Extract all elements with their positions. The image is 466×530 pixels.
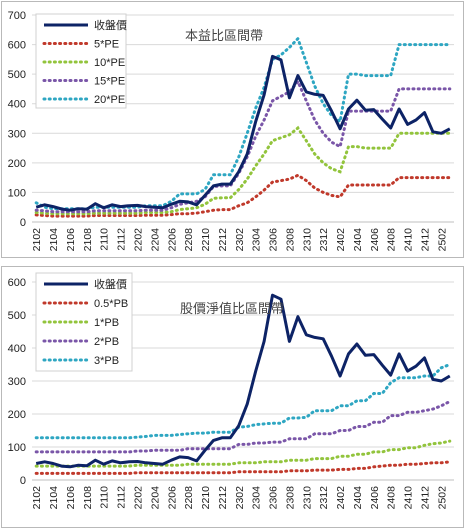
x-tick-label: 2312: [318, 486, 330, 510]
y-tick-label: 0: [20, 475, 26, 487]
x-tick-label: 2104: [48, 486, 60, 510]
x-tick-label: 2208: [183, 486, 195, 510]
legend-label-4: 20*PE: [94, 94, 125, 106]
x-tick-label: 2210: [200, 486, 212, 510]
x-tick-label: 2308: [284, 486, 296, 510]
legend-label-4: 3*PB: [94, 355, 119, 367]
legend-label-3: 2*PB: [94, 336, 119, 348]
x-tick-label: 2308: [284, 228, 296, 252]
legend-box: [35, 272, 133, 372]
x-tick-label: 2212: [217, 486, 229, 510]
x-tick-label: 2206: [166, 486, 178, 510]
y-tick-label: 300: [8, 376, 26, 388]
y-tick-label: 400: [8, 343, 26, 355]
series-line-1: [34, 460, 452, 475]
x-tick-label: 2206: [166, 228, 178, 252]
y-tick-label: 700: [8, 10, 26, 22]
x-tick-label: 2112: [116, 486, 128, 509]
y-tick-label: 0: [20, 217, 26, 229]
x-tick-label: 2406: [369, 228, 381, 252]
pe-band-chart: 0 100 200 300 400 500 600 700 2102 2104 2106 2108 21…: [8, 10, 454, 252]
series-line-4: [34, 363, 452, 440]
legend-label-1: 5*PE: [94, 39, 119, 51]
x-tick-label: 2106: [65, 486, 77, 510]
series-line-0: [35, 293, 451, 469]
x-tick-label: 2204: [149, 486, 161, 510]
x-tick-label: 2102: [31, 486, 43, 510]
y-tick-label: 600: [8, 277, 26, 289]
x-tick-label: 2404: [352, 486, 364, 510]
x-tick-label: 2212: [217, 228, 229, 252]
x-tick-label: 2408: [386, 486, 398, 510]
x-tick-label: 2208: [183, 228, 195, 252]
x-tick-label: 2306: [268, 228, 280, 252]
x-tick-label: 2402: [335, 486, 347, 510]
chart-title: 股價淨值比區間帶: [180, 301, 284, 317]
series-line-2: [34, 125, 452, 216]
x-tick-label: 2104: [48, 228, 60, 252]
y-tick-label: 500: [8, 310, 26, 322]
x-tick-label: 2304: [251, 486, 263, 510]
x-tick-label: 2310: [301, 228, 313, 252]
x-tick-label: 2404: [352, 228, 364, 252]
legend-label-3: 15*PE: [94, 76, 125, 88]
x-tick-label: 2106: [65, 228, 77, 252]
x-tick-label: 2412: [419, 228, 431, 252]
x-tick-label: 2312: [318, 228, 330, 252]
y-tick-label: 300: [8, 128, 26, 140]
x-tick-label: 2402: [335, 228, 347, 252]
x-tick-label: 2108: [82, 486, 94, 510]
x-tick-label: 2410: [403, 228, 415, 252]
x-tick-label: 2310: [301, 486, 313, 510]
x-tick-label: 2110: [99, 486, 111, 509]
pb-band-chart: 0 100 200 300 400 500 600 2102 2104 2106 2108 2110 2…: [8, 272, 454, 510]
y-tick-label: 100: [8, 187, 26, 199]
chart-title: 本益比區間帶: [185, 29, 263, 44]
x-tick-label: 2408: [386, 228, 398, 252]
y-tick-label: 400: [8, 99, 26, 111]
x-tick-label: 2302: [234, 486, 246, 510]
x-tick-label: 2502: [436, 486, 448, 510]
y-tick-label: 600: [8, 40, 26, 52]
x-tick-label: 2306: [268, 486, 280, 510]
legend-label-2: 10*PE: [94, 57, 125, 69]
legend-label-1: 0.5*PB: [94, 298, 128, 310]
x-tick-label: 2102: [31, 228, 43, 252]
series-line-2: [34, 439, 452, 468]
x-tick-label: 2210: [200, 228, 212, 252]
legend-label-0: 收盤價: [94, 18, 127, 32]
y-tick-label: 200: [8, 158, 26, 170]
series-line-4: [34, 35, 452, 211]
x-tick-label: 2110: [99, 228, 111, 251]
pe-band-chart-panel: 0 100 200 300 400 500 600 700 2102 2104 2106 2108 21…: [1, 1, 464, 258]
x-tick-label: 2304: [251, 228, 263, 252]
legend-label-2: 1*PB: [94, 317, 119, 329]
y-tick-label: 100: [8, 442, 26, 454]
x-tick-label: 2202: [133, 486, 145, 510]
series-line-3: [34, 400, 452, 454]
x-tick-label: 2412: [419, 486, 431, 510]
x-tick-label: 2302: [234, 228, 246, 252]
x-tick-label: 2204: [149, 228, 161, 252]
x-tick-label: 2108: [82, 228, 94, 252]
legend-label-0: 收盤價: [94, 277, 127, 291]
y-tick-label: 200: [8, 409, 26, 421]
y-tick-label: 500: [8, 69, 26, 81]
x-tick-label: 2406: [369, 486, 381, 510]
x-tick-label: 2410: [403, 486, 415, 510]
series-line-0: [35, 54, 451, 212]
x-tick-label: 2502: [436, 228, 448, 252]
series-line-1: [34, 173, 452, 218]
x-tick-label: 2112: [116, 228, 128, 251]
pb-band-chart-panel: 0 100 200 300 400 500 600 2102 2104 2106 2108 2110 2…: [1, 266, 464, 528]
x-tick-label: 2202: [133, 228, 145, 252]
